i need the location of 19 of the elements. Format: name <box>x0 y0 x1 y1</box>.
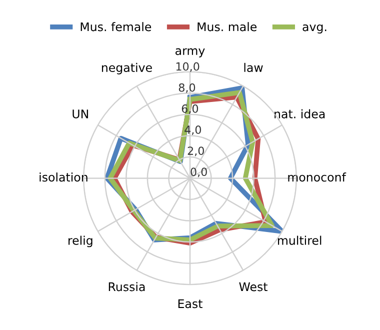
spoke-label: Russia <box>108 282 145 292</box>
spoke-label: negative <box>102 62 152 74</box>
legend-label: avg. <box>302 24 326 34</box>
y-tick-label: 2,0 <box>188 146 204 156</box>
spoke-label: multirel <box>278 236 322 245</box>
spoke-label: army <box>176 48 205 58</box>
legend-label: Mus. male <box>198 22 257 32</box>
y-tick-label: 10,0 <box>176 62 200 72</box>
spoke-label: UN <box>72 110 88 118</box>
spoke-label: East <box>178 299 202 308</box>
spoke-label: law <box>244 62 263 72</box>
spoke-label: relig <box>68 236 92 248</box>
spoke-label: nat. idea <box>274 109 325 118</box>
legend-label: Mus. female <box>80 22 152 32</box>
spoke-label: West <box>239 282 268 292</box>
y-tick-label: 8,0 <box>178 83 196 93</box>
y-tick-label: 0,0 <box>190 168 207 178</box>
spoke-label: isolation <box>40 172 88 182</box>
spoke-label: monoconf <box>288 172 346 182</box>
